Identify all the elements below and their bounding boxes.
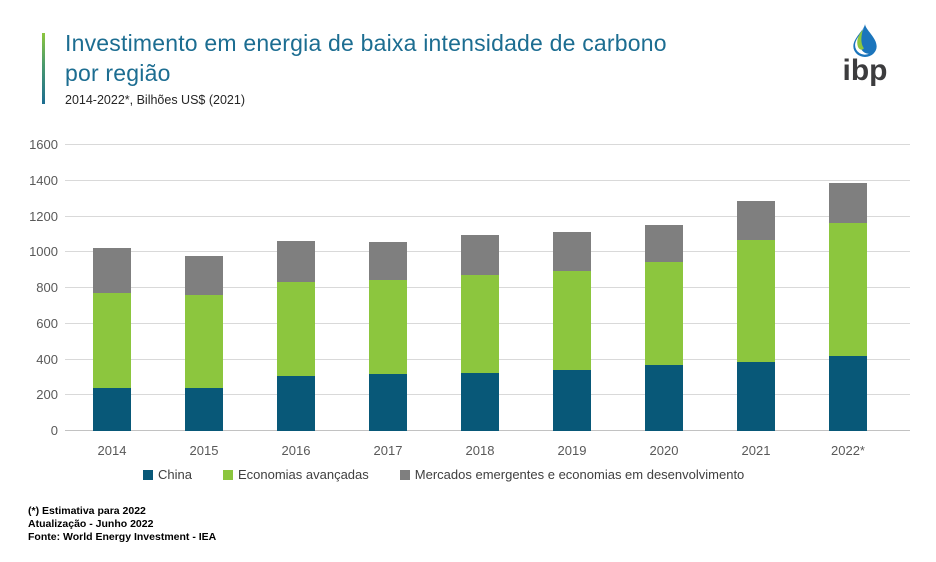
bar-segment [737, 362, 775, 431]
y-tick-label-600: 600 [36, 315, 58, 331]
ibp-logo: ibp [830, 24, 900, 87]
legend: China Economias avançadas Mercados emergen… [143, 467, 744, 482]
legend-item: China [143, 467, 192, 482]
x-tick-label-2020: 2020 [649, 443, 679, 458]
bar-segment [185, 388, 223, 431]
legend-label: Mercados emergentes e economias em desen… [414, 467, 745, 482]
legend-item: Economias avançadas [222, 467, 369, 482]
x-tick-label-2016: 2016 [281, 443, 311, 458]
legend-swatch [399, 469, 410, 480]
legend-swatch [143, 469, 153, 480]
bar-segment [553, 271, 591, 371]
y-tick-label-1600: 1600 [29, 137, 58, 152]
title-accent-bar [42, 33, 45, 104]
y-tick-label-1000: 1000 [29, 244, 58, 260]
y-tick-label-1400: 1400 [29, 172, 58, 188]
bar-2021 [737, 201, 775, 431]
bar-segment [277, 240, 315, 282]
bar-segment [645, 225, 683, 263]
bar-segment [369, 241, 407, 280]
x-tick-label-2015: 2015 [189, 443, 219, 458]
bar-segment [93, 293, 131, 389]
bar-segment [93, 388, 131, 431]
page-subtitle: 2014-2022*, Bilhões US$ (2021) [65, 93, 245, 107]
y-tick-label-0: 0 [50, 423, 58, 438]
x-tick-label-2021: 2021 [741, 443, 771, 458]
legend-swatch [222, 469, 233, 480]
legend-label: China [158, 467, 192, 482]
y-tick-label-800: 800 [36, 280, 58, 295]
bar-segment [737, 239, 775, 363]
bar-segment [461, 235, 499, 275]
bar-2017 [369, 241, 407, 431]
bar-segment [369, 279, 407, 374]
bar-2020 [645, 225, 683, 431]
page-title-line-2: por região [65, 60, 171, 86]
gridline-1400 [65, 179, 910, 181]
bar-segment [829, 222, 867, 356]
bar-2016 [277, 240, 315, 431]
bar-2019 [553, 231, 591, 431]
x-tick-label-2018: 2018 [465, 443, 495, 458]
bar-segment [553, 231, 591, 272]
bar-segment [277, 281, 315, 376]
bar-segment [461, 274, 499, 373]
legend-label: Economias avançadas [237, 467, 369, 482]
x-tick-label-2017: 2017 [373, 443, 403, 458]
droplet-icon [853, 24, 877, 57]
plot-area: 2014 2015 2016 2017 2018 2019 2020 2021 2022* [65, 144, 910, 458]
bar-segment [829, 355, 867, 431]
x-tick-label-2014: 2014 [97, 443, 127, 458]
bar-segment [369, 373, 407, 431]
footnote-estimate: (*) Estimativa para 2022 [28, 505, 146, 517]
footnote-update: Atualização - Junho 2022 [28, 518, 154, 530]
bar-segment [461, 372, 499, 431]
bar-2018 [461, 235, 499, 431]
bar-segment [645, 364, 683, 431]
bar-segment [553, 370, 591, 431]
y-tick-label-400: 400 [36, 351, 58, 367]
bar-segment [645, 262, 683, 365]
bar-segment [185, 255, 223, 296]
legend-item: Mercados emergentes e economias em desen… [399, 467, 745, 482]
logo-text: ibp [842, 54, 888, 87]
bar-2014 [93, 247, 131, 431]
header: Investimento em energia de baixa intensi… [65, 28, 667, 107]
bar-segment [93, 247, 131, 294]
y-tick-label-1200: 1200 [29, 208, 58, 224]
x-tick-label-2019: 2019 [557, 443, 587, 458]
footnote-source: Fonte: World Energy Investment - IEA [28, 531, 217, 543]
bar-segment [829, 182, 867, 223]
bar-segment [737, 201, 775, 240]
bar-segment [185, 295, 223, 389]
bar-2015 [185, 255, 223, 431]
bar-segment [277, 375, 315, 431]
page-title-line-1: Investimento em energia de baixa intensi… [65, 30, 667, 56]
gridline-1200 [65, 215, 910, 217]
x-tick-label-2022*: 2022* [831, 443, 865, 458]
y-tick-label-200: 200 [36, 387, 58, 403]
bar-2022* [829, 182, 867, 431]
footer: (*) Estimativa para 2022 Atualização - J… [28, 505, 216, 544]
gridline-1600 [65, 144, 910, 145]
